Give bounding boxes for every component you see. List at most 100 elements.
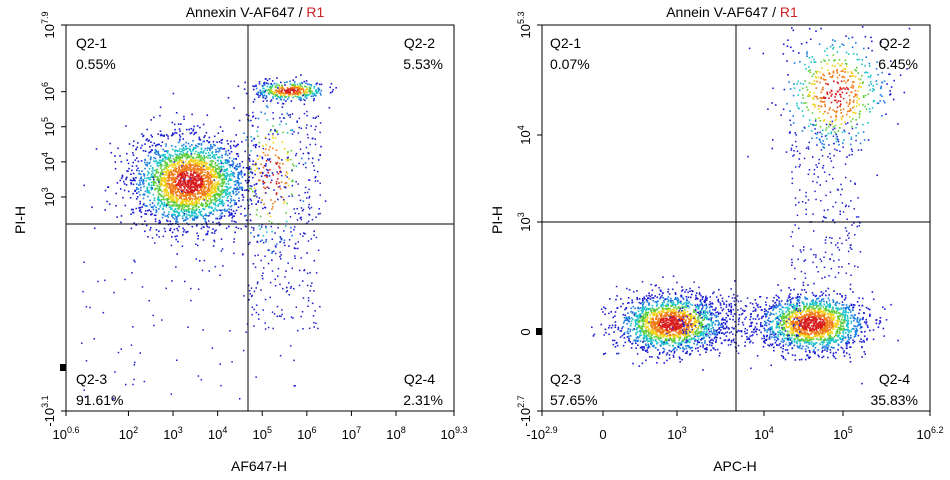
- event-dot: [674, 342, 677, 344]
- event-dot: [158, 187, 160, 189]
- event-dot: [311, 282, 313, 284]
- event-dot: [287, 184, 290, 187]
- event-dot: [676, 315, 678, 318]
- event-dot: [676, 320, 678, 323]
- event-dot: [178, 162, 180, 164]
- event-dot: [281, 159, 283, 161]
- event-dot: [221, 174, 224, 176]
- event-dot: [162, 207, 164, 210]
- event-dot: [646, 312, 648, 314]
- event-dot: [191, 189, 193, 191]
- event-dot: [240, 213, 242, 215]
- event-dot: [160, 155, 162, 157]
- event-dot: [305, 97, 308, 99]
- event-dot: [152, 177, 155, 179]
- event-dot: [230, 150, 233, 153]
- event-dot: [252, 85, 254, 87]
- event-dot: [245, 331, 247, 333]
- event-dot: [268, 159, 270, 161]
- event-dot: [222, 183, 225, 185]
- event-dot: [234, 202, 236, 204]
- event-dot: [133, 178, 135, 180]
- event-dot: [311, 162, 314, 164]
- event-dot: [188, 210, 191, 213]
- event-dot: [230, 198, 232, 200]
- event-dot: [290, 100, 293, 102]
- event-dot: [199, 211, 201, 213]
- event-dot: [142, 181, 144, 184]
- event-dot: [288, 239, 291, 241]
- event-dot: [150, 119, 152, 121]
- event-dot: [293, 226, 296, 228]
- event-dot: [169, 161, 171, 163]
- event-dot: [206, 114, 209, 116]
- event-dot: [281, 102, 284, 105]
- event-dot: [622, 313, 625, 316]
- event-dot: [661, 330, 663, 333]
- event-dot: [204, 214, 206, 217]
- event-dot: [131, 272, 133, 274]
- event-dot: [291, 193, 293, 195]
- event-dot: [146, 190, 149, 192]
- event-dot: [271, 91, 274, 93]
- event-dot: [682, 346, 684, 349]
- event-dot: [167, 201, 170, 203]
- event-dot: [114, 161, 117, 163]
- event-dot: [198, 168, 200, 170]
- event-dot: [148, 182, 150, 184]
- event-dot: [295, 247, 297, 250]
- event-dot: [150, 227, 152, 229]
- event-dot: [711, 344, 713, 347]
- event-dot: [631, 301, 633, 304]
- event-dot: [661, 340, 663, 342]
- event-dot: [297, 96, 299, 98]
- event-dot: [180, 176, 183, 178]
- event-dot: [195, 159, 197, 161]
- event-dot: [159, 163, 162, 165]
- event-dot: [268, 148, 270, 151]
- event-dot: [279, 354, 282, 357]
- event-dot: [287, 158, 290, 160]
- event-dot: [231, 164, 234, 166]
- event-dot: [210, 145, 212, 148]
- event-dot: [673, 352, 676, 354]
- event-dot: [242, 196, 245, 198]
- event-dot: [188, 197, 191, 199]
- event-dot: [165, 163, 168, 166]
- event-dot: [194, 182, 197, 185]
- event-dot: [266, 158, 269, 160]
- event-dot: [206, 199, 209, 202]
- event-dot: [277, 96, 279, 98]
- event-dot: [660, 290, 662, 292]
- event-dot: [233, 215, 235, 217]
- event-dot: [652, 318, 655, 320]
- event-dot: [265, 160, 268, 162]
- event-dot: [249, 219, 252, 221]
- event-dot: [237, 177, 239, 179]
- event-dot: [182, 183, 184, 186]
- event-dot: [272, 125, 274, 127]
- event-dot: [696, 321, 698, 323]
- event-dot: [198, 165, 201, 167]
- event-dot: [279, 167, 281, 169]
- event-dot: [679, 317, 681, 320]
- event-dot: [248, 166, 251, 168]
- event-dot: [166, 202, 168, 205]
- event-dot: [82, 290, 84, 293]
- event-dot: [272, 174, 274, 176]
- event-dot: [648, 302, 650, 305]
- event-dot: [120, 215, 123, 217]
- event-dot: [187, 214, 189, 216]
- event-dot: [219, 274, 221, 276]
- event-dot: [206, 203, 209, 205]
- event-dot: [703, 318, 705, 320]
- event-dot: [308, 157, 310, 160]
- event-dot: [167, 177, 170, 179]
- event-dot: [158, 199, 160, 202]
- event-dot: [170, 171, 173, 173]
- event-dot: [172, 157, 175, 160]
- event-dot: [260, 171, 263, 174]
- event-dot: [274, 154, 277, 157]
- event-dot: [670, 350, 672, 353]
- event-dot: [183, 170, 186, 172]
